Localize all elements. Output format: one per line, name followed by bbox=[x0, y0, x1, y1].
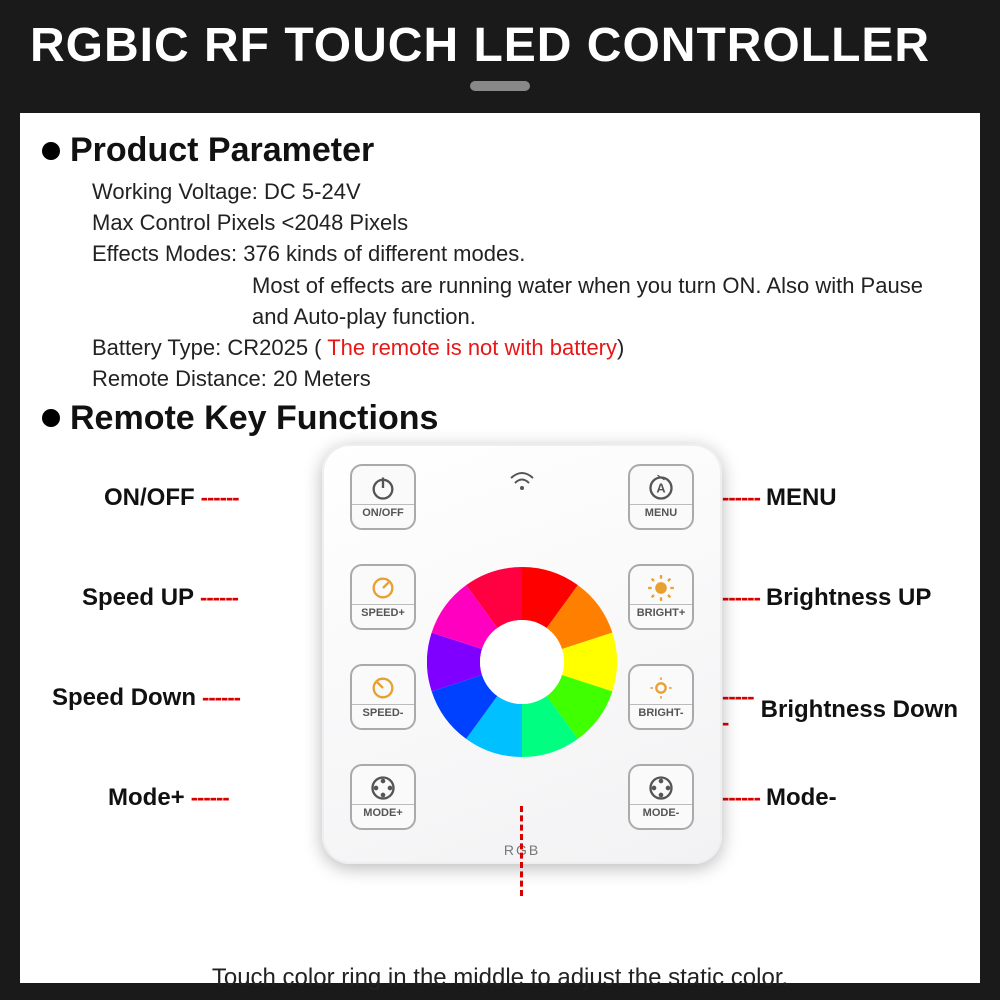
callout-bright-up: ------ Brightness UP bbox=[722, 584, 931, 612]
dial-up-icon bbox=[369, 574, 397, 602]
callout-label: Mode+ bbox=[108, 784, 185, 812]
dash-connector: ------ bbox=[200, 585, 238, 611]
callout-label: Brightness Down bbox=[761, 696, 958, 724]
callout-label: ON/OFF bbox=[104, 484, 195, 512]
header-underline bbox=[470, 81, 530, 91]
param-value: ) bbox=[617, 335, 624, 360]
dash-connector: ------ bbox=[202, 685, 240, 711]
dash-vertical bbox=[520, 806, 522, 896]
param-value: <2048 Pixels bbox=[282, 210, 409, 235]
callout-label: Mode- bbox=[766, 784, 837, 812]
param-value: 376 kinds of different modes. bbox=[243, 241, 525, 266]
dash-connector: ------ bbox=[722, 785, 760, 811]
dash-connector: ------ bbox=[191, 785, 229, 811]
remote-device: ON/OFF A MENU SPEED+ BRIGHT+ bbox=[322, 444, 722, 864]
onoff-button[interactable]: ON/OFF bbox=[350, 464, 416, 530]
callout-menu: ------ MENU bbox=[722, 484, 837, 512]
remote-diagram: ON/OFF ------ Speed UP ------ Speed Down… bbox=[42, 444, 958, 964]
menu-icon: A bbox=[647, 474, 675, 502]
button-label: SPEED+ bbox=[352, 604, 414, 619]
bullet-icon bbox=[42, 409, 60, 427]
callout-speed-down: Speed Down ------ bbox=[52, 684, 240, 712]
button-label: BRIGHT- bbox=[630, 704, 692, 719]
bright-down-button[interactable]: BRIGHT- bbox=[628, 664, 694, 730]
dash-connector: ------ bbox=[722, 485, 760, 511]
section-product-parameter: Product Parameter bbox=[42, 131, 958, 170]
mode-minus-button[interactable]: MODE- bbox=[628, 764, 694, 830]
reel-minus-icon bbox=[647, 774, 675, 802]
content-panel: Product Parameter Working Voltage: DC 5-… bbox=[20, 113, 980, 983]
speed-up-button[interactable]: SPEED+ bbox=[350, 564, 416, 630]
param-label: Effects Modes: bbox=[92, 241, 243, 266]
dial-down-icon bbox=[369, 674, 397, 702]
dash-connector: ------ bbox=[201, 485, 239, 511]
button-label: MODE- bbox=[630, 804, 692, 819]
mode-plus-button[interactable]: MODE+ bbox=[350, 764, 416, 830]
param-label: Remote Distance: bbox=[92, 366, 273, 391]
button-label: MENU bbox=[630, 504, 692, 519]
ring-instruction: Touch color ring in the middle to adjust… bbox=[42, 964, 958, 992]
param-row: Effects Modes: 376 kinds of different mo… bbox=[92, 238, 958, 269]
speed-down-button[interactable]: SPEED- bbox=[350, 664, 416, 730]
bullet-icon bbox=[42, 142, 60, 160]
sun-down-icon bbox=[647, 674, 675, 702]
param-label: Battery Type: bbox=[92, 335, 227, 360]
sun-up-icon bbox=[647, 574, 675, 602]
callout-onoff: ON/OFF ------ bbox=[104, 484, 239, 512]
wifi-icon bbox=[509, 470, 535, 497]
reel-plus-icon bbox=[369, 774, 397, 802]
param-value: 20 Meters bbox=[273, 366, 371, 391]
parameter-list: Working Voltage: DC 5-24V Max Control Pi… bbox=[92, 176, 958, 395]
callout-label: MENU bbox=[766, 484, 837, 512]
callout-label: Brightness UP bbox=[766, 584, 931, 612]
callout-label: Speed Down bbox=[52, 684, 196, 712]
rgb-color-ring[interactable] bbox=[427, 567, 617, 757]
page-title: RGBIC RF TOUCH LED CONTROLLER bbox=[30, 18, 970, 73]
menu-button[interactable]: A MENU bbox=[628, 464, 694, 530]
button-label: BRIGHT+ bbox=[630, 604, 692, 619]
param-row: Remote Distance: 20 Meters bbox=[92, 363, 958, 394]
param-value: CR2025 ( bbox=[227, 335, 327, 360]
section-title: Product Parameter bbox=[70, 131, 374, 170]
callout-bright-down: ------ Brightness Down bbox=[722, 684, 958, 736]
dash-connector: ------ bbox=[722, 684, 755, 736]
svg-text:A: A bbox=[656, 481, 665, 496]
header-bar: RGBIC RF TOUCH LED CONTROLLER bbox=[0, 0, 1000, 99]
param-label: Working Voltage: bbox=[92, 179, 264, 204]
button-label: ON/OFF bbox=[352, 504, 414, 519]
param-row: Battery Type: CR2025 ( The remote is not… bbox=[92, 332, 958, 363]
section-remote-key-functions: Remote Key Functions bbox=[42, 399, 958, 438]
param-row: Working Voltage: DC 5-24V bbox=[92, 176, 958, 207]
callout-mode-plus: Mode+ ------ bbox=[108, 784, 229, 812]
dash-connector: ------ bbox=[722, 585, 760, 611]
param-warning: The remote is not with battery bbox=[327, 335, 617, 360]
param-label: Max Control Pixels bbox=[92, 210, 282, 235]
button-label: SPEED- bbox=[352, 704, 414, 719]
bright-up-button[interactable]: BRIGHT+ bbox=[628, 564, 694, 630]
param-detail: Most of effects are running water when y… bbox=[92, 270, 958, 332]
callout-speed-up: Speed UP ------ bbox=[82, 584, 238, 612]
param-value: DC 5-24V bbox=[264, 179, 361, 204]
power-icon bbox=[369, 474, 397, 502]
section-title: Remote Key Functions bbox=[70, 399, 438, 438]
callout-label: Speed UP bbox=[82, 584, 194, 612]
button-label: MODE+ bbox=[352, 804, 414, 819]
callout-mode-minus: ------ Mode- bbox=[722, 784, 837, 812]
param-row: Max Control Pixels <2048 Pixels bbox=[92, 207, 958, 238]
